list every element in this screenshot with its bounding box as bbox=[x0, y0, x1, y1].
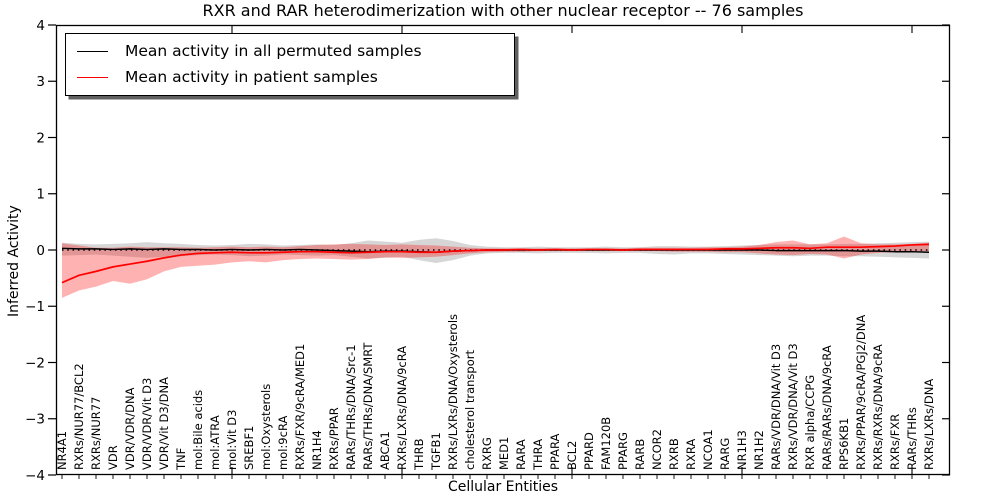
y-tick-label: 0 bbox=[36, 243, 45, 259]
x-tick-label: VDR/VDR/DNA bbox=[123, 387, 137, 470]
legend-line-sample-red bbox=[77, 77, 108, 78]
y-tick-label: 1 bbox=[36, 187, 45, 203]
x-tick-label: NR1H2 bbox=[752, 430, 766, 470]
legend-label-permuted: Mean activity in all permuted samples bbox=[125, 41, 422, 60]
x-tick-label: RXRs/LXRs/DNA bbox=[922, 379, 936, 470]
Mean-activity-in-patient-samples-line bbox=[61, 243, 930, 284]
x-tick-label: RARs/THRs/DNA/Src-1 bbox=[344, 344, 358, 470]
x-tick-label: TGFB1 bbox=[429, 432, 443, 471]
x-tick-label: RARG bbox=[718, 438, 732, 470]
legend-label-patient: Mean activity in patient samples bbox=[125, 67, 378, 86]
x-tick-label: RXRs/PPAR/9cRA/PGJ2/DNA bbox=[854, 315, 868, 470]
x-tick-label: PPARD bbox=[582, 432, 596, 470]
x-axis-label: Cellular Entities bbox=[447, 479, 559, 495]
legend-line-sample-black bbox=[77, 50, 108, 52]
x-tick-label: NR1H4 bbox=[310, 430, 324, 470]
x-tick-label: RXRs/FXR/9cRA/MED1 bbox=[293, 344, 307, 470]
x-tick-label: cholesterol transport bbox=[463, 350, 477, 470]
x-tick-label: FAM120B bbox=[599, 417, 613, 470]
x-tick-label: RARs/RARs/DNA/9cRA bbox=[820, 345, 834, 470]
x-tick-label: mol:9cRA bbox=[276, 416, 290, 470]
x-tick-label: THRB bbox=[412, 438, 426, 471]
x-tick-label: BCL2 bbox=[565, 441, 579, 470]
x-tick-label: RXRs/LXRs/DNA/9cRA bbox=[395, 346, 409, 470]
x-tick-label: NCOA1 bbox=[701, 429, 715, 470]
x-tick-label: RXRs/VDR/DNA/Vit D3 bbox=[786, 343, 800, 470]
x-tick-label: VDR bbox=[106, 445, 120, 470]
x-tick-label: RXRs/PPAR bbox=[327, 407, 341, 470]
x-tick-label: RARs/THRs bbox=[905, 407, 919, 470]
x-tick-label: RXR alpha/CCPG bbox=[803, 375, 817, 470]
x-tick-label: RARB bbox=[633, 439, 647, 470]
y-tick-label: −1 bbox=[25, 299, 45, 315]
x-tick-label: RXRs/LXRs/DNA/Oxysterols bbox=[446, 314, 460, 470]
x-tick-label: mol:Oxysterols bbox=[259, 384, 273, 470]
x-tick-label: NR4A1 bbox=[55, 431, 69, 470]
y-tick-label: −2 bbox=[25, 355, 45, 371]
x-tick-label: mol:Vit D3 bbox=[225, 410, 239, 470]
x-tick-label: mol:Bile acids bbox=[191, 390, 205, 470]
y-tick-label: 4 bbox=[36, 18, 45, 34]
x-tick-label: RXRB bbox=[667, 438, 681, 470]
x-tick-label: mol:ATRA bbox=[208, 415, 222, 470]
x-tick-label: NCOR2 bbox=[650, 429, 664, 470]
legend: Mean activity in all permuted samples Me… bbox=[65, 33, 515, 96]
chart-title: RXR and RAR heterodimerization with othe… bbox=[202, 1, 804, 20]
x-tick-label: RXRs/FXR bbox=[888, 414, 902, 470]
x-tick-label: SREBF1 bbox=[242, 426, 256, 470]
x-tick-label: RARs/THRs/DNA/SMRT bbox=[361, 342, 375, 470]
x-tick-label: NR1H3 bbox=[735, 430, 749, 470]
x-tick-label: VDR/Vit D3/DNA bbox=[157, 377, 171, 470]
x-tick-label: TNF bbox=[174, 448, 188, 471]
x-tick-label: ABCA1 bbox=[378, 431, 392, 470]
y-tick-label: 3 bbox=[36, 74, 45, 90]
x-tick-label: RARs/VDR/DNA/Vit D3 bbox=[769, 344, 783, 470]
x-tick-label: PPARA bbox=[548, 433, 562, 470]
x-tick-label: RXRs/NUR77 bbox=[89, 397, 103, 470]
legend-item-permuted: Mean activity in all permuted samples bbox=[77, 41, 514, 60]
x-tick-label: RXRG bbox=[480, 437, 494, 470]
x-tick-label: MED1 bbox=[497, 437, 511, 470]
y-tick-label: −4 bbox=[25, 468, 45, 484]
x-tick-label: RPS6KB1 bbox=[837, 418, 851, 470]
y-axis-label: Inferred Activity bbox=[6, 205, 22, 317]
x-tick-label: RXRA bbox=[684, 439, 698, 470]
x-tick-label: RXRs/NUR77/BCL2 bbox=[72, 363, 86, 470]
y-tick-label: −3 bbox=[25, 412, 45, 428]
x-tick-label: VDR/VDR/Vit D3 bbox=[140, 378, 154, 470]
x-tick-label: THRA bbox=[531, 439, 545, 471]
x-tick-label: PPARG bbox=[616, 432, 630, 470]
x-tick-label: RXRs/RXRs/DNA/9cRA bbox=[871, 344, 885, 470]
legend-item-patient: Mean activity in patient samples bbox=[77, 67, 514, 86]
y-tick-label: 2 bbox=[36, 130, 45, 146]
x-tick-label: RARA bbox=[514, 439, 528, 470]
